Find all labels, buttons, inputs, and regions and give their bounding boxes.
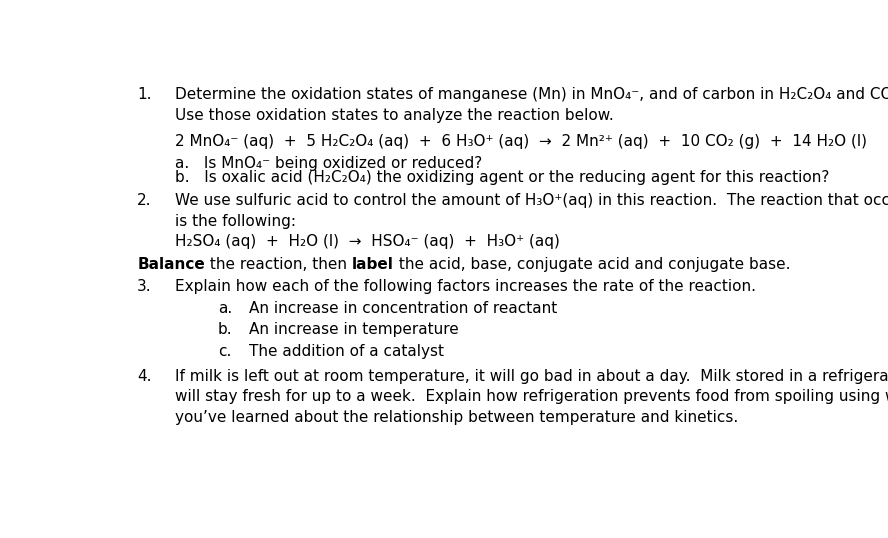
Text: If milk is left out at room temperature, it will go bad in about a day.  Milk st: If milk is left out at room temperature,… bbox=[175, 369, 888, 384]
Text: An increase in temperature: An increase in temperature bbox=[249, 322, 458, 337]
Text: b.: b. bbox=[218, 322, 233, 337]
Text: 4.: 4. bbox=[137, 369, 152, 384]
Text: The addition of a catalyst: The addition of a catalyst bbox=[249, 344, 444, 359]
Text: 2.: 2. bbox=[137, 193, 152, 208]
Text: H₂SO₄ (aq)  +  H₂O (l)  →  HSO₄⁻ (aq)  +  H₃O⁺ (aq): H₂SO₄ (aq) + H₂O (l) → HSO₄⁻ (aq) + H₃O⁺… bbox=[175, 235, 559, 250]
Text: 2 MnO₄⁻ (aq)  +  5 H₂C₂O₄ (aq)  +  6 H₃O⁺ (aq)  →  2 Mn²⁺ (aq)  +  10 CO₂ (g)  +: 2 MnO₄⁻ (aq) + 5 H₂C₂O₄ (aq) + 6 H₃O⁺ (a… bbox=[175, 134, 867, 148]
Text: Explain how each of the following factors increases the rate of the reaction.: Explain how each of the following factor… bbox=[175, 279, 756, 294]
Text: the acid, base, conjugate acid and conjugate base.: the acid, base, conjugate acid and conju… bbox=[393, 257, 790, 272]
Text: c.: c. bbox=[218, 344, 231, 359]
Text: is the following:: is the following: bbox=[175, 214, 296, 229]
Text: will stay fresh for up to a week.  Explain how refrigeration prevents food from : will stay fresh for up to a week. Explai… bbox=[175, 390, 888, 405]
Text: Determine the oxidation states of manganese (Mn) in MnO₄⁻, and of carbon in H₂C₂: Determine the oxidation states of mangan… bbox=[175, 87, 888, 102]
Text: Use those oxidation states to analyze the reaction below.: Use those oxidation states to analyze th… bbox=[175, 108, 614, 123]
Text: b.   Is oxalic acid (H₂C₂O₄) the oxidizing agent or the reducing agent for this : b. Is oxalic acid (H₂C₂O₄) the oxidizing… bbox=[175, 170, 829, 185]
Text: We use sulfuric acid to control the amount of H₃O⁺(aq) in this reaction.  The re: We use sulfuric acid to control the amou… bbox=[175, 193, 888, 208]
Text: you’ve learned about the relationship between temperature and kinetics.: you’ve learned about the relationship be… bbox=[175, 410, 738, 425]
Text: a.: a. bbox=[218, 301, 232, 316]
Text: Balance: Balance bbox=[137, 257, 205, 272]
Text: 1.: 1. bbox=[137, 87, 152, 102]
Text: label: label bbox=[352, 257, 393, 272]
Text: a.   Is MnO₄⁻ being oxidized or reduced?: a. Is MnO₄⁻ being oxidized or reduced? bbox=[175, 155, 482, 171]
Text: the reaction, then: the reaction, then bbox=[205, 257, 352, 272]
Text: An increase in concentration of reactant: An increase in concentration of reactant bbox=[249, 301, 557, 316]
Text: 3.: 3. bbox=[137, 279, 152, 294]
